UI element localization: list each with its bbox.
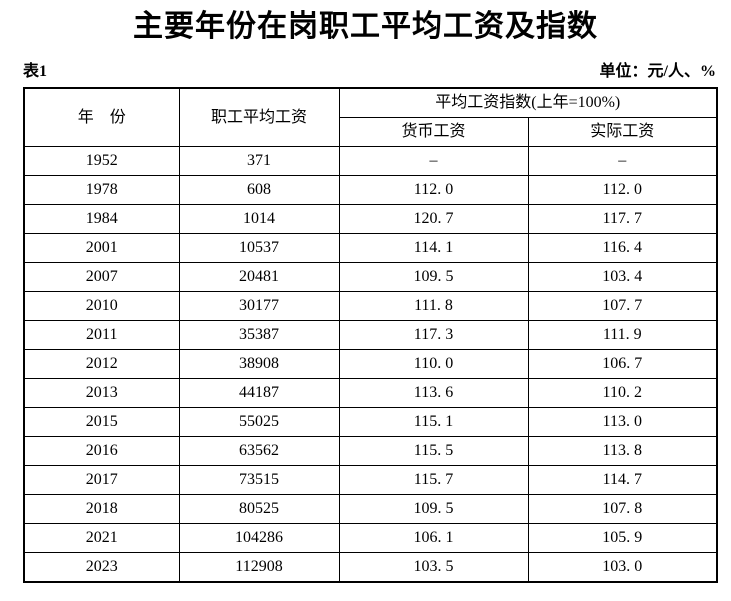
table-cell: 113. 8 <box>527 436 718 466</box>
table-cell: 73515 <box>178 465 340 495</box>
table-cell: 2011 <box>23 320 180 350</box>
table-cell: 105. 9 <box>527 523 718 553</box>
table-cell: 104286 <box>178 523 340 553</box>
table-row: 2018 80525 109. 5 107. 8 <box>23 494 718 524</box>
table-cell: 2007 <box>23 262 180 292</box>
table-cell: 2021 <box>23 523 180 553</box>
table-row: 2015 55025 115. 1 113. 0 <box>23 407 718 437</box>
table-row: 2021 104286 106. 1 105. 9 <box>23 523 718 553</box>
table-cell: 111. 9 <box>527 320 718 350</box>
wage-table: 年 份 职工平均工资 平均工资指数(上年=100%) 货币工资 实际工资 195… <box>23 87 719 583</box>
table-cell: 117. 7 <box>527 204 718 234</box>
table-cell: 112908 <box>178 552 340 583</box>
table-cell: 2018 <box>23 494 180 524</box>
table-row: 2023 112908 103. 5 103. 0 <box>23 552 718 583</box>
table-body: 1952 371– –1978 608 112. 0 112. 0 1984 1014 120.… <box>23 146 718 583</box>
table-row: 2013 44187 113. 6 110. 2 <box>23 378 718 408</box>
table-cell: 103. 0 <box>527 552 718 583</box>
table-cell: 110. 2 <box>527 378 718 408</box>
table-cell: 115. 5 <box>338 436 529 466</box>
table-cell: 109. 5 <box>338 494 529 524</box>
table-cell: 1978 <box>23 175 180 205</box>
unit-label: 单位：元/人、% <box>599 63 716 80</box>
table-cell: 114. 7 <box>527 465 718 495</box>
page-title: 主要年份在岗职工平均工资及指数 <box>133 10 598 43</box>
table-row: 1984 1014 120. 7 117. 7 <box>23 204 718 234</box>
table-cell: 106. 1 <box>338 523 529 553</box>
table-row: 2007 20481 109. 5 103. 4 <box>23 262 718 292</box>
table-cell: 113. 0 <box>527 407 718 437</box>
table-cell: 110. 0 <box>338 349 529 379</box>
table-cell: 2016 <box>23 436 180 466</box>
table-cell: – <box>338 146 529 176</box>
table-cell: 106. 7 <box>527 349 718 379</box>
table-row: 2011 35387 117. 3 111. 9 <box>23 320 718 350</box>
table-row: 2001 10537 114. 1 116. 4 <box>23 233 718 263</box>
table-row: 2010 30177 111. 8 107. 7 <box>23 291 718 321</box>
table-cell: 109. 5 <box>338 262 529 292</box>
table-cell: 111. 8 <box>338 291 529 321</box>
table-cell: 113. 6 <box>338 378 529 408</box>
table-cell: 2017 <box>23 465 180 495</box>
header-row-1: 年 份 职工平均工资 平均工资指数(上年=100%) <box>23 87 718 147</box>
table-cell: 10537 <box>178 233 340 263</box>
col-header-avg-wage: 职工平均工资 <box>178 87 340 147</box>
table-meta-row: 表1 单位：元/人、% <box>23 57 716 81</box>
table-cell: 2015 <box>23 407 180 437</box>
table-cell: 2012 <box>23 349 180 379</box>
table-cell: 20481 <box>178 262 340 292</box>
table-row: 1978 608 112. 0 112. 0 <box>23 175 718 205</box>
col-header-index-group: 平均工资指数(上年=100%) <box>338 87 718 118</box>
table-cell: 30177 <box>178 291 340 321</box>
table-header: 年 份 职工平均工资 平均工资指数(上年=100%) 货币工资 实际工资 <box>23 87 718 147</box>
table-cell: 371 <box>178 146 340 176</box>
col-header-money-wage: 货币工资 <box>338 117 529 147</box>
header-row-2: 货币工资 实际工资 <box>24 117 718 147</box>
table-cell: 114. 1 <box>338 233 529 263</box>
table-cell: 35387 <box>178 320 340 350</box>
table-cell: 117. 3 <box>338 320 529 350</box>
table-cell: 80525 <box>178 494 340 524</box>
col-header-real-wage: 实际工资 <box>527 117 718 147</box>
table-cell: 1952 <box>23 146 180 176</box>
table-cell: 107. 7 <box>527 291 718 321</box>
table-cell: 2023 <box>23 552 180 583</box>
table-row: 2016 63562 115. 5 113. 8 <box>23 436 718 466</box>
table-cell: 63562 <box>178 436 340 466</box>
table-cell: 1014 <box>178 204 340 234</box>
col-header-year: 年 份 <box>23 87 180 147</box>
table-cell: 55025 <box>178 407 340 437</box>
table-cell: 44187 <box>178 378 340 408</box>
table-cell: 112. 0 <box>338 175 529 205</box>
table-cell: 116. 4 <box>527 233 718 263</box>
table-cell: 120. 7 <box>338 204 529 234</box>
table-cell: 103. 4 <box>527 262 718 292</box>
table-cell: 2013 <box>23 378 180 408</box>
table-cell: 608 <box>178 175 340 205</box>
table-cell: 115. 7 <box>338 465 529 495</box>
table-cell: 107. 8 <box>527 494 718 524</box>
table-row: 2017 73515 115. 7 114. 7 <box>23 465 718 495</box>
table-cell: 103. 5 <box>338 552 529 583</box>
table-cell: 112. 0 <box>527 175 718 205</box>
table-cell: 38908 <box>178 349 340 379</box>
table-cell: 2001 <box>23 233 180 263</box>
table-cell: 2010 <box>23 291 180 321</box>
table-row: 1952 371– – <box>23 146 718 176</box>
table-cell: 1984 <box>23 204 180 234</box>
table-cell: – <box>527 146 718 176</box>
table-row: 2012 38908 110. 0 106. 7 <box>23 349 718 379</box>
table-cell: 115. 1 <box>338 407 529 437</box>
table-number-label: 表1 <box>23 63 48 80</box>
